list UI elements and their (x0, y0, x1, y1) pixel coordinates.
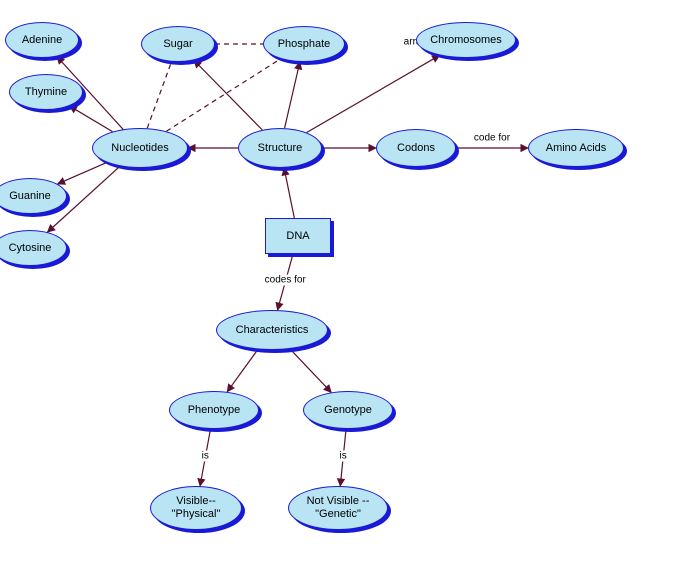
edge-characteristics-phenotype (227, 349, 258, 391)
concept-map-canvas: Adenine Thymine Sugar Phosphate Chromosomes N… (0, 0, 700, 586)
node-aminoacids: Amino Acids (528, 129, 624, 167)
edge-label: is (339, 450, 348, 461)
edge-structure-sugar (194, 60, 262, 130)
node-label: Thymine (25, 86, 67, 99)
node-label: Phenotype (188, 404, 241, 417)
node-thymine: Thymine (9, 74, 83, 110)
node-phenotype: Phenotype (169, 391, 259, 429)
edge-label: codes for (264, 275, 307, 286)
node-guanine: Guanine (0, 178, 67, 214)
node-label: Codons (397, 142, 435, 155)
node-label: Phosphate (278, 38, 331, 51)
node-label: Nucleotides (111, 142, 168, 155)
node-label: DNA (286, 230, 309, 243)
node-label: Structure (258, 142, 303, 155)
node-label: Characteristics (236, 324, 309, 337)
node-phosphate: Phosphate (263, 26, 345, 62)
node-label: Visible-- "Physical" (172, 495, 221, 520)
node-label: Not Visible -- "Genetic" (307, 495, 370, 520)
node-nucleotides: Nucleotides (92, 128, 188, 168)
edge-structure-phosphate (285, 62, 300, 128)
edge-structure-chromosomes (307, 55, 440, 132)
node-label: Amino Acids (546, 142, 607, 155)
node-sugar: Sugar (141, 26, 215, 62)
node-label: Cytosine (9, 242, 52, 255)
edge-label: code for (473, 133, 511, 144)
node-chromosomes: Chromosomes (416, 22, 516, 58)
node-adenine: Adenine (5, 22, 79, 58)
edge-characteristics-genotype (290, 349, 331, 392)
node-codons: Codons (376, 129, 456, 167)
edge-dna-structure (284, 168, 294, 218)
node-structure: Structure (238, 128, 322, 168)
node-label: Genotype (324, 404, 372, 417)
node-visible: Visible-- "Physical" (150, 486, 242, 530)
node-cytosine: Cytosine (0, 230, 67, 266)
node-label: Guanine (9, 190, 51, 203)
edge-nucleotides-phosphate (166, 59, 280, 131)
node-label: Sugar (163, 38, 192, 51)
node-notvisible: Not Visible -- "Genetic" (288, 486, 388, 530)
edge-nucleotides-guanine (58, 162, 107, 184)
edge-nucleotides-thymine (69, 106, 112, 132)
node-label: Chromosomes (430, 34, 502, 47)
node-label: Adenine (22, 34, 62, 47)
node-genotype: Genotype (303, 391, 393, 429)
node-characteristics: Characteristics (216, 310, 328, 350)
edge-nucleotides-sugar (147, 62, 171, 129)
node-dna: DNA (265, 218, 331, 254)
edge-label: is (201, 450, 210, 461)
